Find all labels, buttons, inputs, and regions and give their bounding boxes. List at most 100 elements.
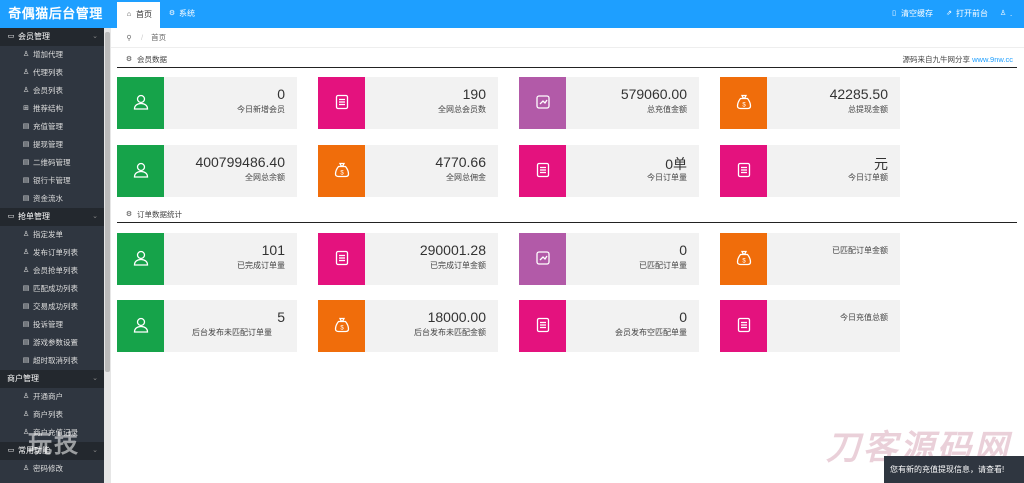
sidebar-item-member-list[interactable]: ♙ 会员列表 xyxy=(0,82,104,100)
stat-card-icon-box xyxy=(720,145,767,197)
money-bag-icon: $ xyxy=(735,93,753,113)
stat-card-icon-box xyxy=(519,77,566,129)
stat-label: 总充值金额 xyxy=(647,105,687,114)
gear-icon: ⚙ xyxy=(125,56,133,63)
sidebar-item-open-merchant[interactable]: ♙ 开通商户 xyxy=(0,388,104,406)
stat-card: 0单 今日订单量 xyxy=(519,145,699,197)
sidebar-item-add-agent[interactable]: ♙ 增加代理 xyxy=(0,46,104,64)
sidebar-item-label: 增加代理 xyxy=(33,50,63,59)
stat-card-icon-box xyxy=(117,145,164,197)
folder-icon: ▭ xyxy=(7,213,15,220)
tab-system[interactable]: ⚙ 系统 xyxy=(160,0,203,28)
sidebar-item-assign-order[interactable]: ♙ 指定发单 xyxy=(0,226,104,244)
sidebar-item-funds-flow[interactable]: ▤ 资金流水 xyxy=(0,190,104,208)
stat-card-icon-box xyxy=(318,77,365,129)
stat-value: 0 xyxy=(679,309,687,325)
folder-icon: ▭ xyxy=(7,447,15,454)
sidebar-item-label: 会员列表 xyxy=(33,86,63,95)
stat-card: 290001.28 已完成订单金额 xyxy=(318,233,498,285)
stat-card-icon-box: $ xyxy=(318,145,365,197)
sidebar-item-label: 指定发单 xyxy=(33,230,63,239)
sidebar-item-complaints[interactable]: ▤ 投诉管理 xyxy=(0,316,104,334)
stat-card-icon-box xyxy=(720,300,767,352)
stat-label: 会员发布空匹配单量 xyxy=(615,328,687,337)
stat-value: 0 xyxy=(679,242,687,258)
sidebar-group-orders[interactable]: ▭ 抢单管理 ⌄ xyxy=(0,208,104,226)
open-frontend-label: 打开前台 xyxy=(956,9,988,18)
sidebar-item-merchant-recharge[interactable]: ♙ 商户充值记录 xyxy=(0,424,104,442)
svg-text:$: $ xyxy=(742,103,746,109)
open-frontend-button[interactable]: ⇗ 打开前台 xyxy=(945,0,988,28)
sidebar-group-member[interactable]: ▭ 会员管理 ⌄ xyxy=(0,28,104,46)
sidebar-item-published-orders[interactable]: ♙ 发布订单列表 xyxy=(0,244,104,262)
svg-text:$: $ xyxy=(340,171,344,177)
chevron-down-icon: ⌄ xyxy=(92,33,98,40)
source-text: 源码来自九牛网分享 xyxy=(902,55,971,64)
folder-icon: ▭ xyxy=(7,33,15,40)
sidebar-item-label: 投诉管理 xyxy=(33,320,63,329)
sidebar-item-merchant-list[interactable]: ♙ 商户列表 xyxy=(0,406,104,424)
scrollbar-thumb[interactable] xyxy=(105,32,110,372)
sidebar-item-member-grab[interactable]: ♙ 会员抢单列表 xyxy=(0,262,104,280)
sidebar-item-timeout[interactable]: ▤ 超时取消列表 xyxy=(0,352,104,370)
sidebar-item-qrcode[interactable]: ▤ 二维码管理 xyxy=(0,154,104,172)
stat-card-icon-box xyxy=(117,300,164,352)
sidebar-item-recharge[interactable]: ▤ 充值管理 xyxy=(0,118,104,136)
user-icon: ♙ xyxy=(22,249,30,256)
user-icon: ♙ xyxy=(22,51,30,58)
sidebar-item-completed[interactable]: ▤ 交易成功列表 xyxy=(0,298,104,316)
tab-home-label: 首页 xyxy=(136,10,152,19)
sidebar-item-password[interactable]: ♙ 密码修改 xyxy=(0,460,104,478)
stat-value: 42285.50 xyxy=(829,86,888,102)
sidebar-item-game-settings[interactable]: ▤ 游戏参数设置 xyxy=(0,334,104,352)
clear-cache-label: 清空缓存 xyxy=(901,9,933,18)
sidebar-scrollbar[interactable] xyxy=(104,28,111,483)
notification-toast[interactable]: 您有新的充值提现信息，请查看! xyxy=(884,456,1024,483)
stat-card: 5 后台发布未匹配订单量 xyxy=(117,300,297,352)
source-link[interactable]: www.9nw.cc xyxy=(972,55,1013,64)
stat-value: 5 xyxy=(277,309,285,325)
stat-value: 0单 xyxy=(665,156,687,172)
money-bag-icon: $ xyxy=(735,249,753,269)
location-pin-icon: ⚲ xyxy=(126,34,132,42)
stat-label: 后台发布未匹配金额 xyxy=(414,328,486,337)
sidebar-item-matched[interactable]: ▤ 匹配成功列表 xyxy=(0,280,104,298)
breadcrumb-home[interactable]: 首页 xyxy=(151,33,167,42)
document-icon xyxy=(333,93,351,113)
stat-label: 已匹配订单量 xyxy=(639,261,687,270)
stat-card-icon-box: $ xyxy=(720,77,767,129)
watermark-left: 玩技 xyxy=(28,431,80,458)
sidebar-item-label: 提现管理 xyxy=(33,140,63,149)
app-logo[interactable]: 奇偶猫后台管理 xyxy=(0,0,111,28)
stat-value: 18000.00 xyxy=(427,309,486,325)
user-icon: ♙ xyxy=(22,231,30,238)
sidebar-item-withdraw[interactable]: ▤ 提现管理 xyxy=(0,136,104,154)
sidebar-item-label: 匹配成功列表 xyxy=(33,284,78,293)
clear-cache-button[interactable]: ▯ 清空缓存 xyxy=(890,0,933,28)
sidebar-item-agent-list[interactable]: ♙ 代理列表 xyxy=(0,64,104,82)
stat-label: 全网总余额 xyxy=(245,173,285,182)
stat-card: 101 已完成订单量 xyxy=(117,233,297,285)
stat-label: 全网总会员数 xyxy=(438,105,486,114)
user-icon: ♙ xyxy=(22,87,30,94)
sidebar-group-merchant[interactable]: 商户管理 ⌄ xyxy=(0,370,104,388)
sidebar-item-label: 推荐结构 xyxy=(33,104,63,113)
user-menu-label: . xyxy=(1010,9,1013,18)
user-menu-button[interactable]: ♙ . xyxy=(999,0,1012,28)
sidebar-item-label: 发布订单列表 xyxy=(33,248,78,257)
sidebar-item-label: 商户充值记录 xyxy=(33,428,78,437)
document-icon: ▤ xyxy=(22,195,30,202)
chevron-down-icon: ⌄ xyxy=(92,447,98,454)
sidebar-group-common[interactable]: ▭ 常用功能 ⌄ xyxy=(0,442,104,460)
stat-card: 400799486.40 全网总余额 xyxy=(117,145,297,197)
sidebar-item-referral-tree[interactable]: ⊞ 推荐结构 xyxy=(0,100,104,118)
recharge-icon xyxy=(534,93,552,113)
recharge-icon xyxy=(534,249,552,269)
breadcrumb: ⚲ / 首页 xyxy=(111,28,1024,48)
tab-home[interactable]: ⌂ 首页 xyxy=(117,0,160,28)
user-icon: ♙ xyxy=(22,393,30,400)
trash-icon: ▯ xyxy=(892,10,896,17)
document-icon xyxy=(735,316,753,336)
sidebar-item-bankcard[interactable]: ▤ 银行卡管理 xyxy=(0,172,104,190)
stat-card: $18000.00 后台发布未匹配金额 xyxy=(318,300,498,352)
